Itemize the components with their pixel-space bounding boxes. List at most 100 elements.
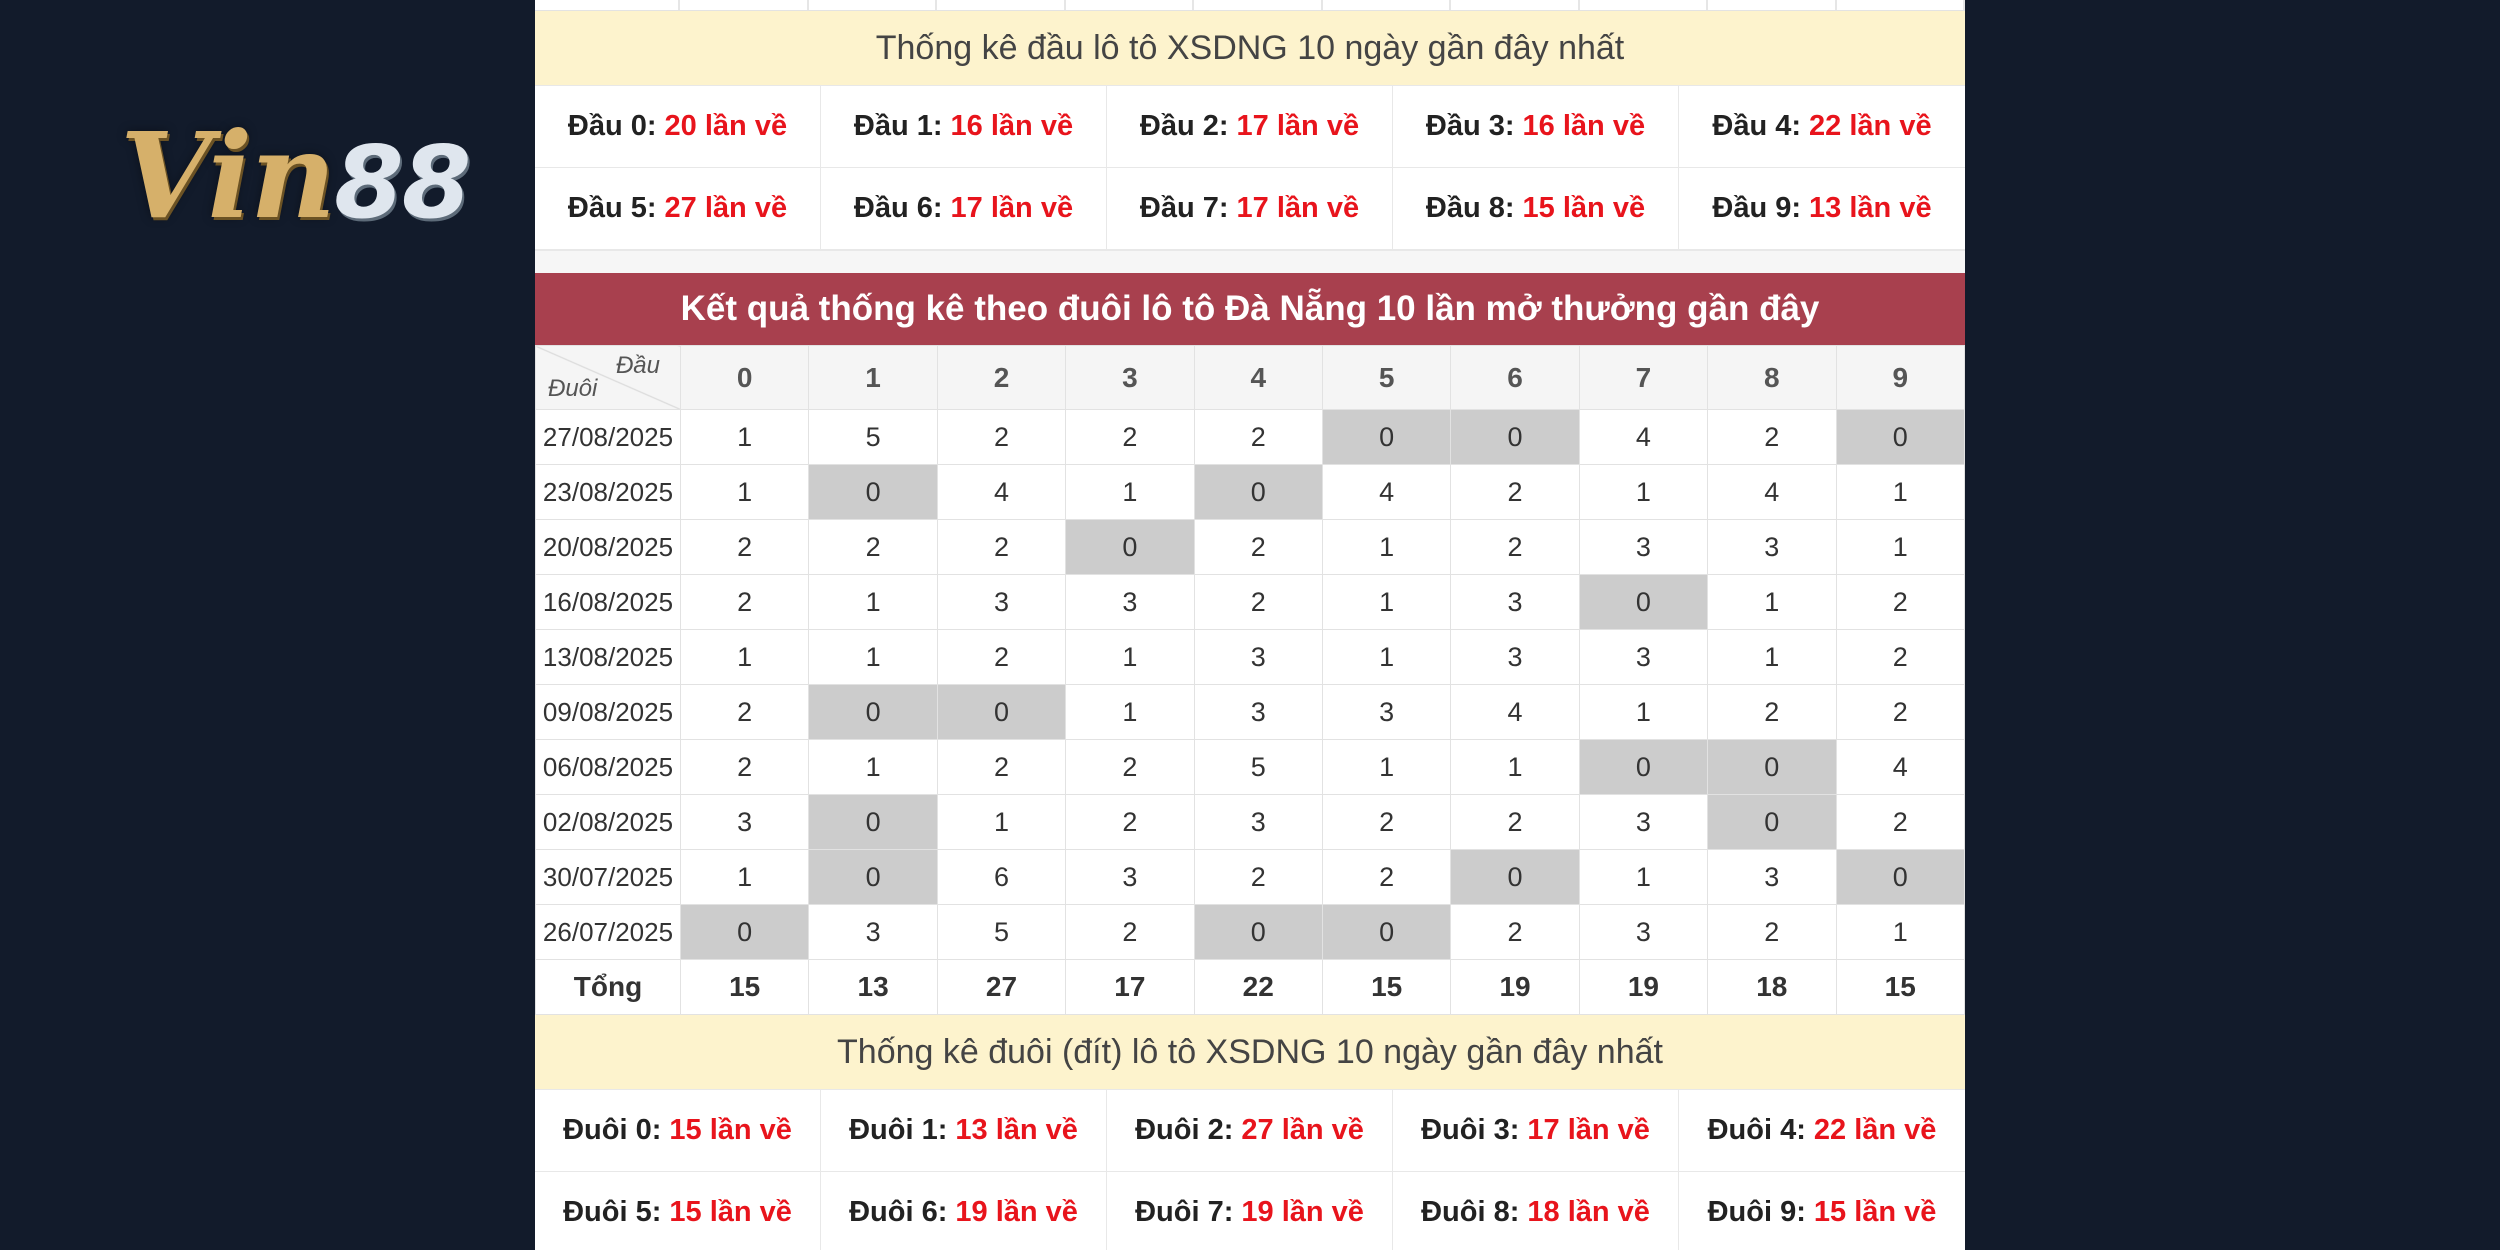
table-cell: 2 (1321, 794, 1452, 850)
table-cell: 1 (1065, 684, 1195, 740)
table-cell: 0 (808, 849, 938, 905)
table-cell: 4 (936, 464, 1067, 520)
head-stat-2: Đầu 2: 17 lần về (1107, 85, 1393, 167)
table-cell: 2 (1065, 409, 1195, 465)
table-cell: 0 (1707, 794, 1837, 850)
tail-stat-count: 22 lần về (1813, 1114, 1937, 1146)
table-cell: 2 (936, 739, 1067, 795)
head-stat-count: 20 lần về (664, 110, 788, 142)
tail-stat-label: Đuôi 8: (1421, 1196, 1520, 1228)
tail-stat-count: 13 lần về (955, 1114, 1078, 1146)
tail-stat-7: Đuôi 7: 19 lần về (1107, 1171, 1393, 1250)
tail-stat-label: Đuôi 6: (849, 1196, 948, 1228)
table-cell: 1 (679, 409, 810, 465)
column-header-0: 0 (679, 345, 810, 410)
lottery-stats-panel: Thống kê đầu lô tô XSDNG 10 ngày gần đây… (535, 0, 1965, 1250)
table-cell: 4 (1707, 464, 1837, 520)
table-cell: 4 (1835, 739, 1965, 795)
head-stat-count: 13 lần về (1809, 192, 1932, 224)
table-cell: 0 (936, 684, 1067, 740)
table-cell: 2 (1321, 849, 1452, 905)
row-date: 30/07/2025 (535, 849, 681, 905)
head-stat-label: Đầu 9: (1712, 192, 1802, 224)
table-cell: 5 (808, 409, 938, 465)
head-stat-label: Đầu 6: (853, 192, 943, 224)
head-stat-9: Đầu 9: 13 lần về (1679, 167, 1965, 249)
row-date: 27/08/2025 (535, 409, 681, 465)
tail-stat-count: 15 lần về (1813, 1196, 1937, 1228)
table-cell: 3 (1450, 574, 1580, 630)
table-cell: 2 (1193, 409, 1323, 465)
total-cell: 22 (1193, 959, 1323, 1015)
total-cell: 27 (936, 959, 1067, 1015)
table-cell: 1 (808, 574, 938, 630)
tail-stat-label: Đuôi 2: (1135, 1114, 1234, 1146)
tail-stat-count: 19 lần về (1241, 1196, 1364, 1228)
table-cell: 3 (1578, 519, 1709, 575)
tail-stat-count: 15 lần về (669, 1196, 792, 1228)
head-stat-label: Đầu 4: (1712, 110, 1802, 142)
total-cell: 18 (1707, 959, 1837, 1015)
head-stats-grid: Đầu 0: 20 lần về Đầu 1: 16 lần về Đầu 2: 17 l… (535, 85, 1965, 250)
table-cell: 3 (1578, 794, 1709, 850)
table-row: 26/07/2025 0 3 5 2 0 0 2 3 2 1 (535, 904, 1965, 960)
table-cell: 0 (679, 904, 810, 960)
table-cell: 3 (1193, 629, 1323, 685)
column-header-4: 4 (1193, 345, 1323, 410)
tail-stat-count: 18 lần về (1527, 1196, 1650, 1228)
column-header-1: 1 (808, 345, 938, 410)
table-cell: 0 (1835, 409, 1965, 465)
table-cell: 0 (1578, 739, 1709, 795)
column-header-8: 8 (1707, 345, 1837, 410)
row-date: 02/08/2025 (535, 794, 681, 850)
table-cell: 2 (679, 519, 810, 575)
head-stat-count: 16 lần về (950, 110, 1074, 142)
table-row: 16/08/2025 2 1 3 3 2 1 3 0 1 2 (535, 574, 1965, 630)
table-cell: 1 (1578, 684, 1709, 740)
total-cell: 19 (1578, 959, 1709, 1015)
head-stat-7: Đầu 7: 17 lần về (1107, 167, 1393, 249)
total-label: Tổng (535, 959, 681, 1015)
table-cell: 1 (1578, 849, 1709, 905)
table-cell: 2 (679, 574, 810, 630)
column-header-3: 3 (1065, 345, 1195, 410)
tail-stat-label: Đuôi 0: (563, 1114, 662, 1146)
table-cell: 0 (1835, 849, 1965, 905)
tail-stat-label: Đuôi 7: (1135, 1196, 1234, 1228)
tail-stat-4: Đuôi 4: 22 lần về (1679, 1089, 1965, 1171)
column-header-9: 9 (1835, 345, 1965, 410)
table-cell: 2 (679, 684, 810, 740)
vin88-logo[interactable]: Vin88 (120, 106, 480, 245)
tail-stat-5: Đuôi 5: 15 lần về (535, 1171, 821, 1250)
table-cell: 2 (1835, 629, 1965, 685)
head-stat-count: 15 lần về (1522, 192, 1646, 224)
head-stat-count: 17 lần về (1236, 110, 1360, 142)
table-cell: 2 (1450, 464, 1580, 520)
table-row: 27/08/2025 1 5 2 2 2 0 0 4 2 0 (535, 409, 1965, 465)
tail-stat-1: Đuôi 1: 13 lần về (821, 1089, 1107, 1171)
column-header-6: 6 (1450, 345, 1580, 410)
table-cell: 1 (936, 794, 1067, 850)
table-cell: 2 (808, 519, 938, 575)
table-cell: 6 (936, 849, 1067, 905)
table-cell: 3 (1321, 684, 1452, 740)
table-cell: 1 (1707, 629, 1837, 685)
row-date: 16/08/2025 (535, 574, 681, 630)
table-cell: 1 (679, 629, 810, 685)
head-stat-6: Đầu 6: 17 lần về (821, 167, 1107, 249)
head-stat-label: Đầu 2: (1139, 110, 1229, 142)
table-row: 06/08/2025 2 1 2 2 5 1 1 0 0 4 (535, 739, 1965, 795)
head-stat-label: Đầu 3: (1425, 110, 1515, 142)
total-cell: 15 (1835, 959, 1965, 1015)
corner-dau-label: Đầu (615, 352, 660, 379)
table-cell: 3 (1450, 629, 1580, 685)
tail-stat-count: 17 lần về (1527, 1114, 1650, 1146)
table-cell: 3 (1707, 519, 1837, 575)
head-stat-count: 22 lần về (1809, 110, 1932, 142)
table-cell: 3 (1578, 629, 1709, 685)
tail-stat-8: Đuôi 8: 18 lần về (1393, 1171, 1679, 1250)
table-row: 13/08/2025 1 1 2 1 3 1 3 3 1 2 (535, 629, 1965, 685)
table-cell: 1 (1578, 464, 1709, 520)
total-cell: 19 (1450, 959, 1580, 1015)
